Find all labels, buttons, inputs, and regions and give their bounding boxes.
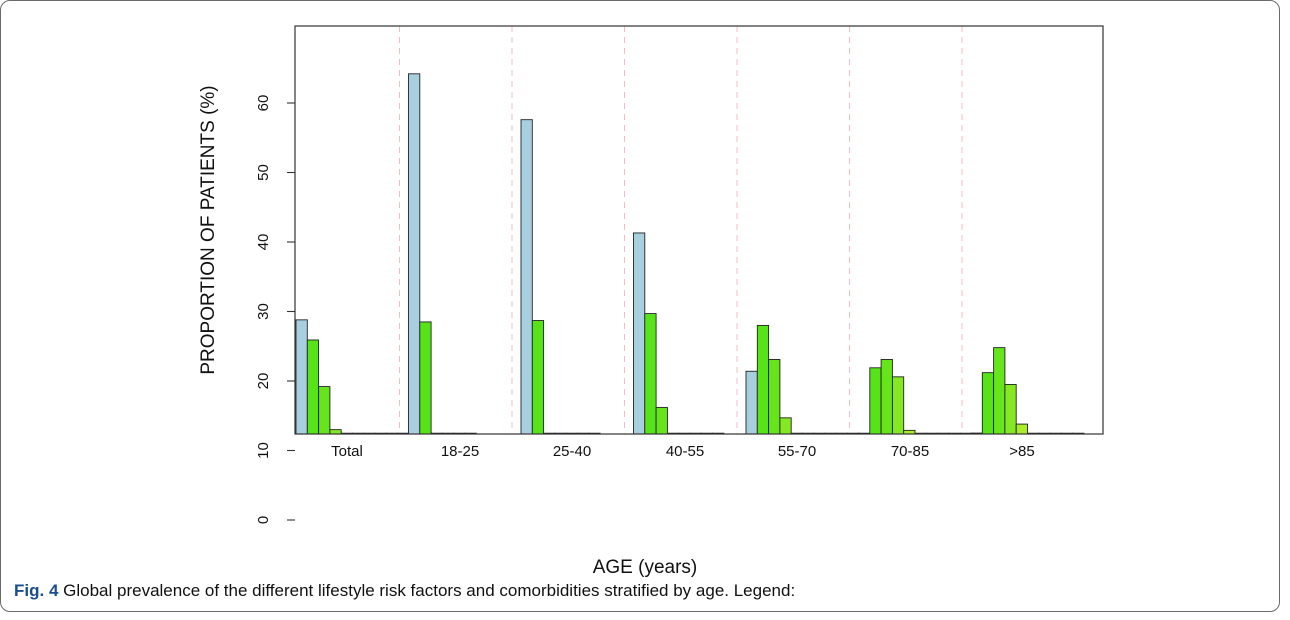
- bar: [318, 386, 331, 435]
- y-axis: 0 10 20 30 40 50 60: [255, 95, 295, 524]
- bar: [644, 313, 657, 435]
- y-tick-label: 50: [255, 164, 272, 181]
- y-tick-label: 0: [255, 516, 272, 524]
- y-axis-title: PROPORTION OF PATIENTS (%): [198, 85, 219, 374]
- bar-group: [520, 119, 601, 435]
- bar: [419, 321, 432, 435]
- x-tick-label: 70-85: [891, 443, 929, 460]
- bar-group: [858, 359, 984, 435]
- x-tick-label: 18-25: [441, 443, 479, 460]
- x-axis: Total 18-25 25-40 40-55 55-70 70-85 >85: [331, 443, 1035, 460]
- bars: [295, 73, 1085, 435]
- bar: [756, 324, 770, 435]
- figure-label: Fig. 4: [14, 581, 59, 600]
- y-tick-label: 30: [255, 303, 272, 320]
- bar-chart: 0 10 20 30 40 50 60 Total 18-25 25-40 40-55 55-70 7…: [198, 25, 1104, 578]
- bar: [633, 232, 646, 435]
- x-tick-label: >85: [1009, 443, 1034, 460]
- bar: [295, 319, 308, 435]
- bar-group: [970, 347, 1085, 435]
- x-tick-label: Total: [331, 443, 363, 460]
- x-tick-label: 25-40: [553, 443, 591, 460]
- figure-frame: [0, 0, 1280, 612]
- bar-group: [633, 232, 725, 435]
- grid-lines: [399, 26, 963, 434]
- bar: [768, 359, 781, 435]
- bar: [520, 119, 533, 435]
- bar-group: [745, 324, 860, 435]
- figure-caption-text: Global prevalence of the different lifes…: [63, 581, 796, 600]
- bar: [779, 417, 792, 435]
- bar: [408, 73, 421, 435]
- bar: [993, 347, 1006, 435]
- y-tick-label: 10: [255, 442, 272, 459]
- bar: [329, 429, 342, 435]
- bar: [531, 320, 545, 435]
- y-tick-label: 60: [255, 95, 272, 112]
- bar: [655, 406, 668, 435]
- bar-group: [408, 73, 477, 435]
- bar: [869, 367, 882, 435]
- bar: [306, 339, 320, 435]
- x-axis-title: AGE (years): [593, 557, 698, 578]
- bar: [891, 376, 905, 435]
- bar: [880, 359, 893, 435]
- bar: [1004, 384, 1017, 435]
- y-tick-label: 20: [255, 373, 272, 390]
- x-tick-label: 40-55: [666, 443, 704, 460]
- figure-caption: Fig. 4 Global prevalence of the differen…: [14, 581, 795, 601]
- bar: [1015, 423, 1028, 435]
- bar: [981, 372, 995, 435]
- bar: [745, 370, 758, 435]
- y-tick-label: 40: [255, 234, 272, 251]
- x-tick-label: 55-70: [778, 443, 816, 460]
- plot-border: [294, 25, 1104, 435]
